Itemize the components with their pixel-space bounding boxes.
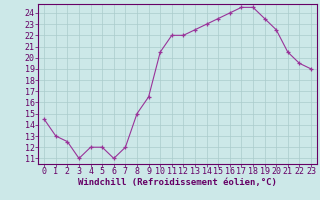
X-axis label: Windchill (Refroidissement éolien,°C): Windchill (Refroidissement éolien,°C) [78,178,277,187]
